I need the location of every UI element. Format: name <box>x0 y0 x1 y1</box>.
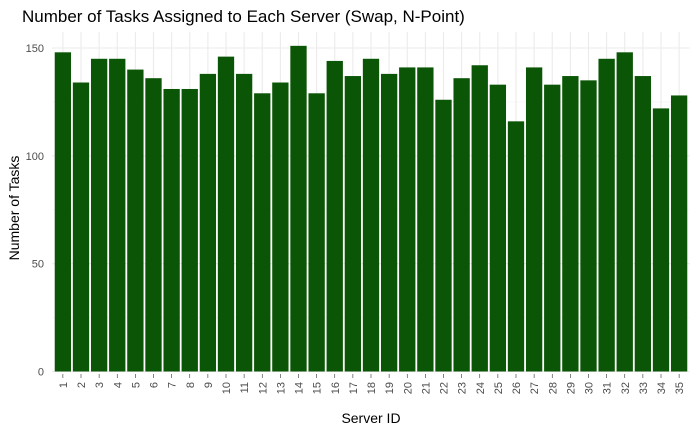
x-tick-label: 27 <box>529 382 541 394</box>
bar-server-35 <box>670 95 688 372</box>
x-tick-label: 22 <box>439 382 451 394</box>
x-tick-label: 10 <box>221 382 233 394</box>
bar-server-22 <box>435 99 452 372</box>
x-tick-label: 19 <box>384 382 396 394</box>
x-tick-label: 35 <box>674 382 686 394</box>
x-tick-label: 3 <box>94 382 106 388</box>
x-tick-label: 16 <box>330 382 342 394</box>
x-tick-label: 34 <box>656 382 668 394</box>
bar-server-8 <box>181 88 198 372</box>
bar-server-30 <box>580 80 597 372</box>
y-tick-label: 100 <box>26 151 44 163</box>
bar-server-2 <box>72 82 90 372</box>
x-tick-label: 7 <box>167 382 179 388</box>
bar-server-19 <box>380 73 398 372</box>
x-tick-label: 23 <box>457 382 469 394</box>
bar-server-6 <box>145 78 162 372</box>
chart-title: Number of Tasks Assigned to Each Server … <box>22 7 465 26</box>
x-tick-label: 11 <box>239 382 251 393</box>
bar-server-15 <box>308 93 325 372</box>
x-tick-label: 17 <box>348 382 360 394</box>
x-tick-label: 5 <box>130 382 142 388</box>
x-tick-label: 29 <box>565 382 577 394</box>
x-tick-label: 25 <box>493 382 505 394</box>
x-tick-label: 8 <box>185 382 197 388</box>
x-tick-label: 12 <box>257 382 269 394</box>
x-axis-ticks: 1 2 3 4 5 6 7 8 9 10 11 12 13 14 15 16 17 18 19 20 21 22 23 24 2… <box>58 374 686 394</box>
y-tick-label: 50 <box>32 259 44 271</box>
x-tick-label: 18 <box>366 382 378 394</box>
x-tick-label: 33 <box>638 382 650 394</box>
x-tick-label: 21 <box>420 382 432 394</box>
bar-server-12 <box>254 93 271 372</box>
x-tick-label: 15 <box>312 382 324 394</box>
x-tick-label: 31 <box>602 382 614 394</box>
bar-server-28 <box>544 84 561 372</box>
x-tick-label: 20 <box>402 382 414 394</box>
x-tick-label: 32 <box>620 382 632 394</box>
bar-server-11 <box>235 73 253 372</box>
bar-server-34 <box>652 108 670 372</box>
y-tick-label: 150 <box>26 43 44 55</box>
y-axis-title: Number of Tasks <box>6 156 22 261</box>
bar-server-32 <box>616 52 633 372</box>
bar-server-24 <box>471 65 488 372</box>
bar-server-20 <box>399 67 416 372</box>
bar-server-16 <box>326 60 343 372</box>
x-tick-label: 26 <box>511 382 523 394</box>
x-tick-label: 4 <box>112 382 124 388</box>
bar-server-33 <box>634 76 652 372</box>
bar-server-14 <box>290 45 307 372</box>
bar-server-5 <box>127 69 144 372</box>
x-tick-label: 30 <box>584 382 596 394</box>
x-tick-label: 13 <box>275 382 287 394</box>
bar-server-27 <box>525 67 543 372</box>
bar-server-17 <box>344 76 362 372</box>
bar-server-29 <box>562 76 579 372</box>
x-tick-label: 28 <box>547 382 559 394</box>
bar-server-26 <box>507 121 525 372</box>
bar-server-4 <box>109 58 126 372</box>
bar-server-18 <box>362 58 380 372</box>
bar-server-3 <box>90 58 108 372</box>
x-tick-label: 2 <box>76 382 88 388</box>
bar-server-23 <box>453 78 470 372</box>
bar-server-25 <box>489 84 507 372</box>
bar-server-21 <box>417 67 434 372</box>
bars-group <box>54 45 688 372</box>
bar-server-10 <box>217 56 235 372</box>
y-tick-label: 0 <box>38 367 44 379</box>
x-tick-label: 1 <box>58 382 70 388</box>
bar-server-7 <box>163 88 180 372</box>
x-axis-title: Server ID <box>341 410 400 426</box>
x-tick-label: 6 <box>149 382 161 388</box>
bar-server-13 <box>272 82 289 372</box>
bar-server-9 <box>199 73 217 372</box>
y-axis-ticks: 0 50 100 150 <box>26 43 44 379</box>
x-tick-label: 9 <box>203 382 215 388</box>
bar-server-31 <box>598 58 615 372</box>
bar-server-1 <box>54 52 72 372</box>
x-tick-label: 14 <box>294 382 306 394</box>
x-tick-label: 24 <box>475 382 487 394</box>
